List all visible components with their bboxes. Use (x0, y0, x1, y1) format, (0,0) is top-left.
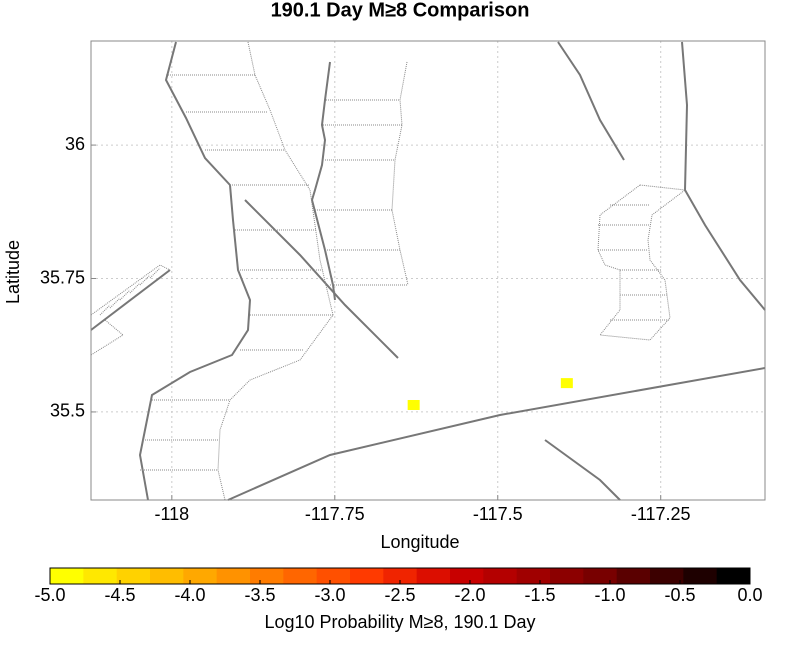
colorbar-segment (316, 568, 351, 584)
colorbar-segment (683, 568, 718, 584)
colorbar-segment (183, 568, 218, 584)
colorbar-tick-label: -3.5 (244, 585, 275, 605)
colorbar-tick-label: -4.5 (104, 585, 135, 605)
colorbar-segment (450, 568, 484, 584)
x-tick-label: -117.5 (473, 504, 523, 524)
colorbar-segment (583, 568, 618, 584)
faults (90, 41, 766, 501)
colorbar-tick-label: -2.5 (384, 585, 415, 605)
colorbar-tick-label: -3.0 (314, 585, 345, 605)
y-tick-label: 36 (65, 134, 85, 154)
point (407, 399, 420, 410)
colorbar-segment (250, 568, 284, 584)
colorbar-segment (116, 568, 151, 584)
x-tick-label: -117.75 (305, 504, 365, 524)
x-tick-label: -118 (154, 504, 189, 524)
colorbar-tick-label: -4.0 (174, 585, 205, 605)
plot-frame (90, 40, 766, 501)
colorbar-tick-label: -0.5 (664, 585, 695, 605)
colorbar-segment (216, 568, 251, 584)
colorbar-segment (283, 568, 318, 584)
colorbar-tick-label: -5.0 (34, 585, 65, 605)
colorbar-segment (350, 568, 384, 584)
colorbar-tick-label: 0.0 (737, 585, 762, 605)
colorbar-segment (383, 568, 418, 584)
colorbar-segment (483, 568, 518, 584)
point (560, 378, 573, 389)
colorbar-tick-label: -1.0 (594, 585, 625, 605)
y-tick-label: 35.75 (40, 267, 85, 287)
chart-title: 190.1 Day M≥8 Comparison (271, 0, 530, 21)
colorbar-segment (83, 568, 118, 584)
colorbar-tick-label: -2.0 (454, 585, 485, 605)
x-axis-label: Longitude (380, 532, 459, 552)
colorbar-segment (50, 568, 84, 584)
y-tick-label: 35.5 (50, 401, 85, 421)
colorbar-segment (550, 568, 584, 584)
colorbar-segment (616, 568, 651, 584)
colorbar-segment (416, 568, 451, 584)
colorbar-segment (516, 568, 551, 584)
colorbar-label: Log10 Probability M≥8, 190.1 Day (264, 612, 535, 632)
y-axis-label: Latitude (3, 240, 23, 304)
colorbar-segment (650, 568, 684, 584)
colorbar-segment (150, 568, 184, 584)
grid (91, 41, 765, 500)
colorbar-segment (716, 568, 751, 584)
colorbar-tick-label: -1.5 (524, 585, 555, 605)
x-tick-label: -117.25 (631, 504, 691, 524)
